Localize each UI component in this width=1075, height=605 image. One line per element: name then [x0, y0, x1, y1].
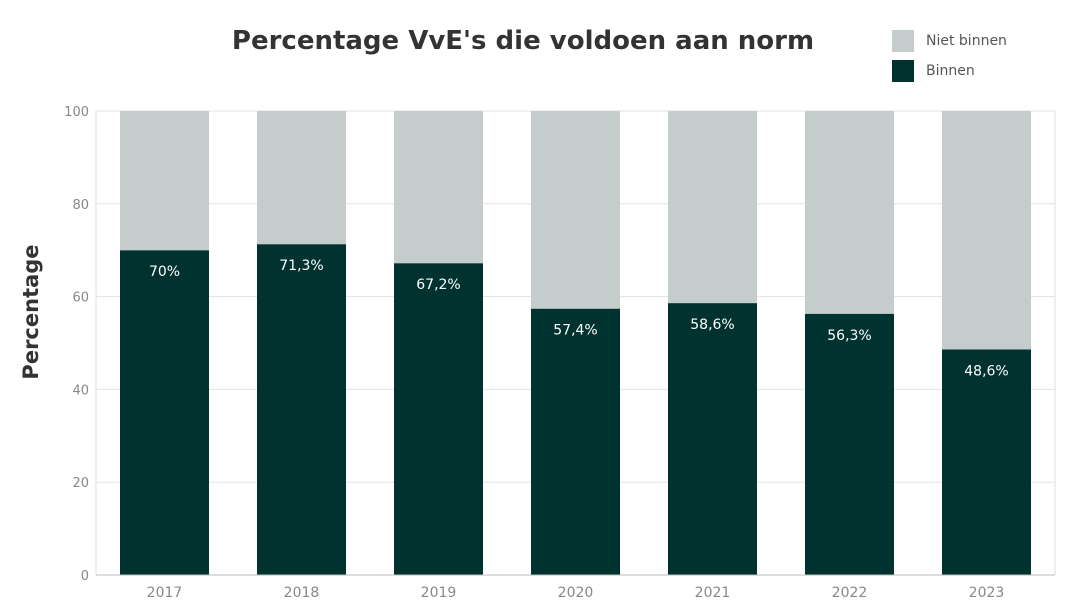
y-tick-label: 40	[72, 383, 89, 398]
data-label-2023: 48,6%	[964, 363, 1008, 379]
chart-title: Percentage VvE's die voldoen aan norm	[231, 26, 815, 56]
data-label-2019: 67,2%	[416, 277, 460, 293]
data-label-2018: 71,3%	[279, 258, 323, 274]
data-label-2022: 56,3%	[827, 328, 871, 344]
bar-binnen-2019	[394, 263, 483, 575]
x-tick-label-2019: 2019	[421, 585, 457, 601]
legend-label-binnen: Binnen	[926, 63, 975, 79]
y-tick-label: 60	[72, 291, 89, 306]
legend-item-niet-binnen: Niet binnen	[892, 30, 1007, 52]
y-tick-label: 20	[72, 476, 89, 491]
bar-binnen-2023	[942, 349, 1031, 575]
legend: Niet binnen Binnen	[892, 30, 1007, 90]
bar-niet-binnen-2019	[394, 111, 483, 264]
data-label-2021: 58,6%	[690, 317, 734, 333]
bar-niet-binnen-2022	[805, 111, 894, 314]
x-tick-label-2022: 2022	[832, 585, 868, 601]
legend-item-binnen: Binnen	[892, 60, 1007, 82]
bar-niet-binnen-2018	[257, 111, 346, 245]
y-tick-label: 0	[81, 569, 89, 584]
x-tick-label-2023: 2023	[969, 585, 1005, 601]
x-tick-label-2018: 2018	[284, 585, 320, 601]
bar-binnen-2022	[805, 313, 894, 575]
bar-binnen-2020	[531, 308, 620, 575]
bar-niet-binnen-2017	[120, 111, 209, 251]
x-tick-label-2020: 2020	[558, 585, 594, 601]
bar-binnen-2018	[257, 244, 346, 575]
legend-swatch-niet-binnen	[892, 30, 914, 52]
bar-niet-binnen-2020	[531, 111, 620, 309]
legend-label-niet-binnen: Niet binnen	[926, 33, 1007, 49]
data-label-2017: 70%	[149, 264, 180, 280]
y-tick-label: 80	[72, 198, 89, 213]
bar-niet-binnen-2021	[668, 111, 757, 304]
bar-niet-binnen-2023	[942, 111, 1031, 350]
data-label-2020: 57,4%	[553, 323, 597, 339]
y-tick-label: 100	[64, 105, 89, 120]
bar-binnen-2017	[120, 250, 209, 575]
legend-swatch-binnen	[892, 60, 914, 82]
x-tick-label-2017: 2017	[147, 585, 183, 601]
bar-binnen-2021	[668, 303, 757, 575]
x-tick-label-2021: 2021	[695, 585, 731, 601]
